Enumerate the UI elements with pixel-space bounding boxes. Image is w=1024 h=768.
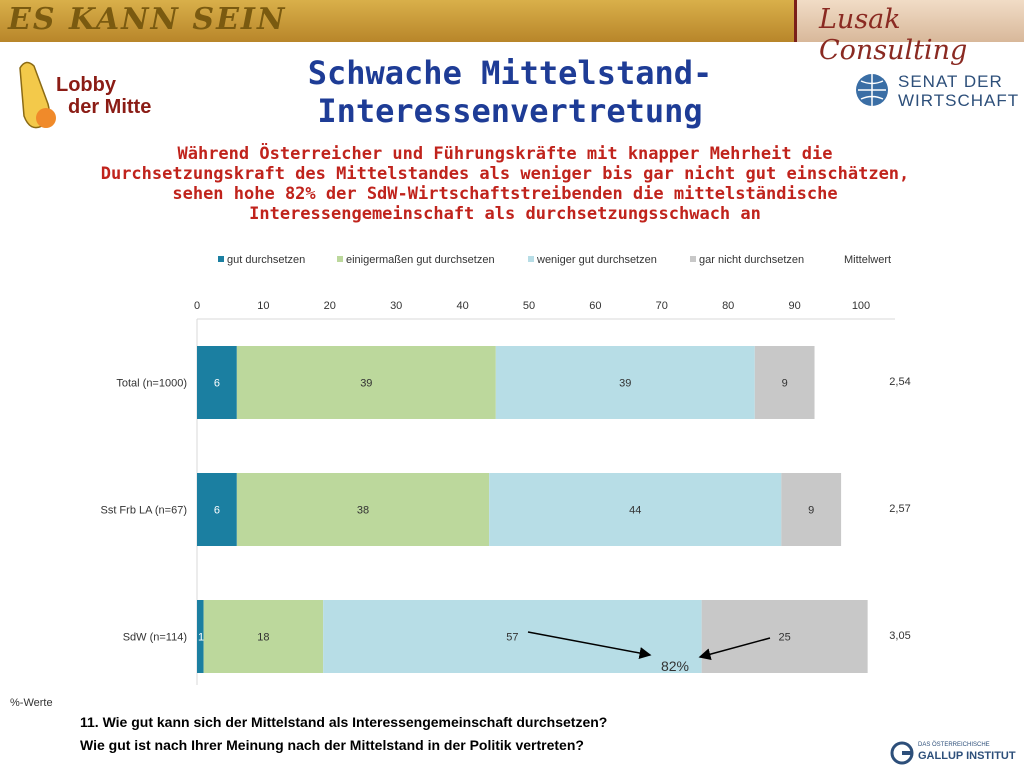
- data-label: 1: [198, 632, 204, 644]
- bar-segment: [489, 473, 782, 546]
- footnote: %-Werte: [10, 697, 53, 709]
- lobby-hand-icon: [19, 61, 56, 129]
- x-tick-label: 0: [194, 300, 200, 312]
- bar-segment: [197, 346, 237, 419]
- gallup-small-text: DAS ÖSTERREICHISCHE: [918, 742, 990, 748]
- x-tick-label: 90: [788, 300, 800, 312]
- stacked-bar-chart: gut durchsetzen einigermaßen gut durchset…: [100, 254, 911, 685]
- x-tick-label: 100: [852, 300, 870, 312]
- senat-line1: SENAT DER: [898, 72, 1003, 91]
- legend-swatch: [528, 256, 534, 262]
- data-label: 39: [619, 378, 631, 390]
- x-tick-label: 60: [589, 300, 601, 312]
- data-label: 6: [214, 505, 220, 517]
- bar-segment: [236, 473, 490, 546]
- legend-label-mittelwert: Mittelwert: [844, 254, 891, 266]
- page-subtitle: Während Österreicher und Führungskräfte …: [100, 144, 910, 224]
- bar-segment: [701, 600, 868, 673]
- page-title: Schwache Mittelstand-Interessenvertretun…: [307, 54, 713, 130]
- bar-segment: [781, 473, 842, 546]
- x-tick-label: 80: [722, 300, 734, 312]
- x-tick-label: 30: [390, 300, 402, 312]
- x-tick-label: 20: [324, 300, 336, 312]
- senat-logo-text: SENAT DER WIRTSCHAFT: [898, 72, 1019, 110]
- data-label: 57: [506, 632, 518, 644]
- gallup-logo-icon: [890, 741, 914, 765]
- bar-segment: [323, 600, 702, 673]
- category-label: Sst Frb LA (n=67): [100, 505, 187, 517]
- lobby-logo-text: Lobby der Mitte: [56, 74, 151, 118]
- x-tick-label: 50: [523, 300, 535, 312]
- legend-label: gar nicht durchsetzen: [699, 254, 804, 266]
- data-label: 38: [357, 505, 369, 517]
- top-banner: ES KANN SEIN Lusak Consulting: [0, 0, 1024, 66]
- bar-segment: [203, 600, 324, 673]
- lusak-logo-text: Lusak Consulting: [819, 4, 968, 66]
- annotation-arrow-right: [698, 637, 771, 661]
- data-label: 39: [360, 378, 372, 390]
- senat-line2: WIRTSCHAFT: [898, 91, 1020, 110]
- x-tick-label: 40: [456, 300, 468, 312]
- data-label: 6: [214, 378, 220, 390]
- legend-swatch: [690, 256, 696, 262]
- legend-label: weniger gut durchsetzen: [536, 254, 657, 266]
- legend-label: gut durchsetzen: [227, 254, 305, 266]
- data-label: 9: [782, 378, 788, 390]
- gallup-big-text: GALLUP INSTITUT: [918, 750, 1016, 762]
- mittelwert-value: 3,05: [889, 630, 910, 642]
- x-tick-label: 10: [257, 300, 269, 312]
- lusak-logo: Lusak Consulting: [794, 0, 1024, 66]
- bar-segment: [236, 346, 496, 419]
- data-label: 18: [257, 632, 269, 644]
- question-text-2: Wie gut ist nach Ihrer Meinung nach der …: [80, 737, 584, 753]
- x-tick-label: 70: [656, 300, 668, 312]
- lobby-line1: Lobby: [56, 74, 116, 96]
- mittelwert-value: 2,57: [889, 503, 910, 515]
- category-label: SdW (n=114): [123, 632, 187, 644]
- bar-segment: [495, 346, 755, 419]
- globe-icon: [856, 74, 888, 106]
- question-text-1: 11. Wie gut kann sich der Mittelstand al…: [80, 714, 608, 730]
- data-label: 44: [629, 505, 641, 517]
- banner-slogan: ES KANN SEIN: [8, 2, 287, 37]
- bar-segment: [197, 473, 237, 546]
- legend-label: einigermaßen gut durchsetzen: [346, 254, 495, 266]
- bar-segment: [197, 600, 204, 673]
- lobby-line2: der Mitte: [68, 96, 152, 118]
- category-label: Total (n=1000): [116, 378, 187, 390]
- legend-swatch: [337, 256, 343, 262]
- legend-swatch: [218, 256, 224, 262]
- annotation-82-percent: 82%: [661, 658, 689, 674]
- data-label: 9: [808, 505, 814, 517]
- mittelwert-value: 2,54: [889, 376, 910, 388]
- data-label: 25: [779, 632, 791, 644]
- annotation-arrow-left: [527, 631, 652, 659]
- bar-segment: [754, 346, 815, 419]
